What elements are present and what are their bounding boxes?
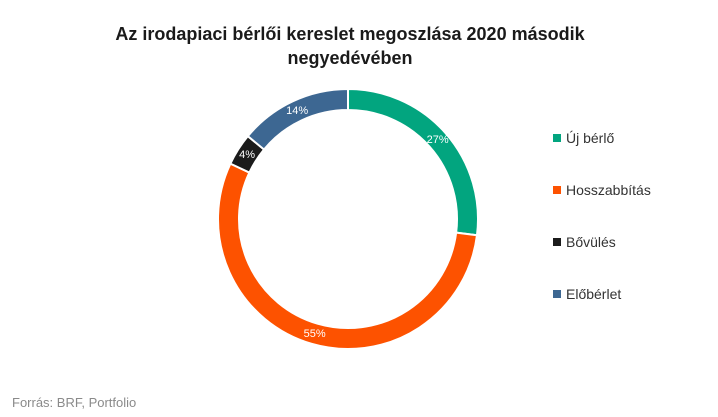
legend-swatch-uj-berlo: [553, 134, 561, 142]
donut-slices: [217, 87, 479, 350]
slice-label-uj-berlo: 27%: [427, 134, 449, 146]
slice-eloberlet: [246, 87, 349, 151]
legend-swatch-bovules: [553, 238, 561, 246]
legend-label-hosszabbitas: Hosszabbítás: [566, 182, 651, 198]
slice-label-bovules: 4%: [239, 149, 255, 161]
legend-item-eloberlet: Előbérlet: [553, 284, 651, 304]
legend-label-uj-berlo: Új bérlő: [566, 130, 615, 146]
legend-label-bovules: Bővülés: [566, 234, 616, 250]
legend-swatch-hosszabbitas: [553, 186, 561, 194]
slice-label-eloberlet: 14%: [286, 105, 308, 117]
slice-hosszabbitas: [217, 162, 479, 350]
legend-item-bovules: Bővülés: [553, 232, 651, 252]
legend-item-hosszabbitas: Hosszabbítás: [553, 180, 651, 200]
slice-label-hosszabbitas: 55%: [304, 328, 326, 340]
chart-title: Az irodapiaci bérlői kereslet megoszlása…: [115, 24, 585, 68]
source-note: Forrás: BRF, Portfolio: [12, 395, 137, 410]
slice-uj-berlo: [347, 87, 479, 237]
slice-labels: 27% 55% 4% 14%: [239, 105, 449, 340]
legend-swatch-eloberlet: [553, 290, 561, 298]
legend: Új bérlő Hosszabbítás Bővülés Előbérlet: [553, 128, 651, 336]
legend-item-uj-berlo: Új bérlő: [553, 128, 651, 148]
legend-label-eloberlet: Előbérlet: [566, 286, 622, 302]
